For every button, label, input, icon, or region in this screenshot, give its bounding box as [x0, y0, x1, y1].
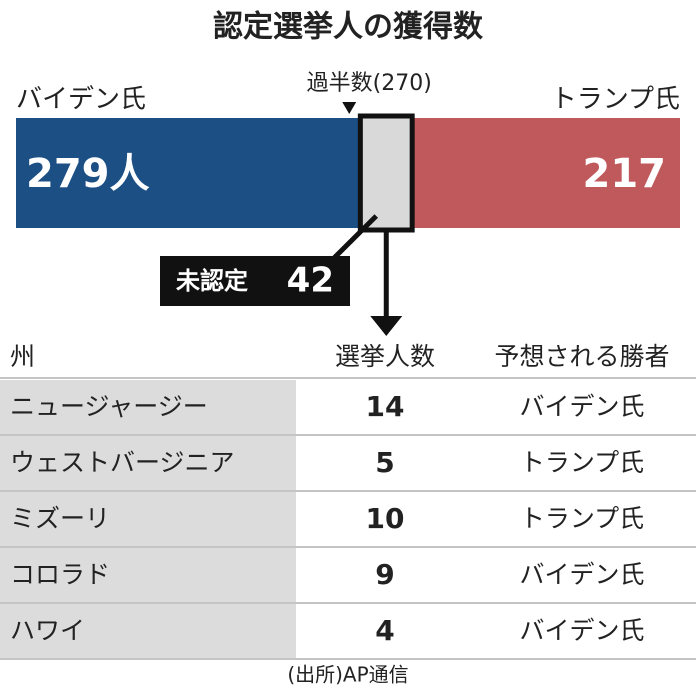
table-cell: バイデン氏	[519, 560, 644, 589]
table-cell: 4	[375, 614, 394, 647]
value-label: 217	[583, 151, 667, 197]
label-box	[160, 256, 350, 306]
table-header: 予想される勝者	[494, 342, 669, 371]
table-cell: 14	[366, 390, 405, 423]
table-cell: バイデン氏	[519, 392, 644, 421]
table-cell: ニュージャージー	[10, 392, 208, 421]
table-cell: 9	[375, 558, 394, 591]
table-cell: ミズーリ	[10, 504, 110, 533]
value-label: 279人	[26, 151, 150, 197]
arrow-head	[370, 316, 403, 336]
label-name: 未認定	[176, 267, 248, 295]
table-header: 選挙人数	[335, 342, 435, 371]
table-cell: ウェストバージニア	[10, 448, 235, 477]
table-cell: 5	[375, 446, 394, 479]
row-shade	[0, 436, 296, 490]
bar-segment	[16, 118, 361, 228]
source: (出所)AP通信	[287, 663, 408, 687]
table-cell: バイデン氏	[519, 616, 644, 645]
table-cell: ハワイ	[10, 616, 85, 645]
table-cell: トランプ氏	[520, 448, 644, 477]
legend-left: バイデン氏	[16, 85, 146, 115]
table-cell: コロラド	[10, 560, 110, 589]
row-shade	[0, 492, 296, 546]
table-cell: 10	[366, 502, 405, 535]
row-shade	[0, 380, 296, 434]
legend-right: トランプ氏	[551, 85, 680, 115]
annotation-marker	[342, 102, 357, 114]
connector	[328, 214, 379, 264]
table-header: 州	[10, 342, 35, 371]
label-value: 42	[287, 261, 334, 301]
table-cell: トランプ氏	[520, 504, 644, 533]
chart-title: 認定選挙人の獲得数	[213, 10, 484, 45]
bar-segment	[412, 118, 680, 228]
row-shade	[0, 548, 296, 602]
row-shade	[0, 604, 296, 658]
annotation-label: 過半数(270)	[307, 71, 432, 96]
bar-segment	[360, 118, 413, 228]
